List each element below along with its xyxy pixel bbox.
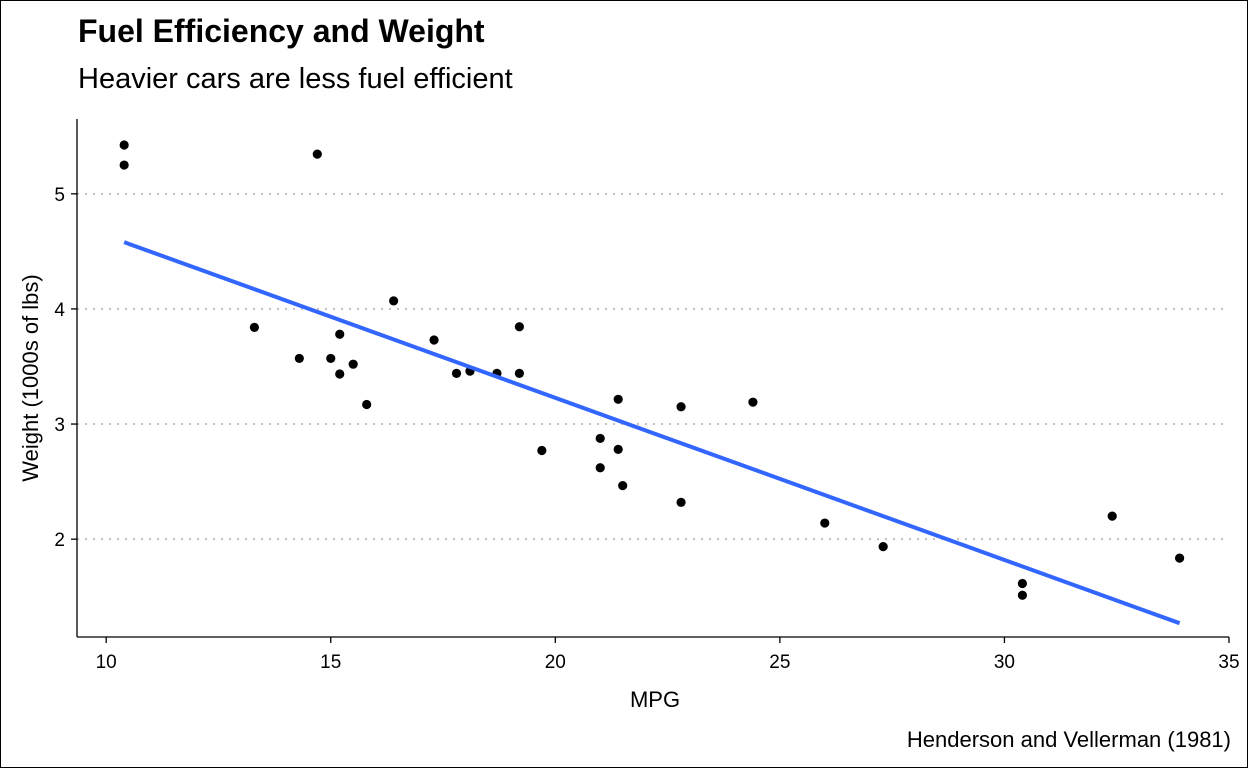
data-point <box>326 353 336 364</box>
data-point <box>335 369 345 379</box>
x-tick-label: 25 <box>769 652 790 673</box>
data-point <box>1107 511 1117 521</box>
y-tick-label: 3 <box>54 415 65 436</box>
data-point <box>1174 553 1185 563</box>
data-point <box>249 322 260 332</box>
data-point <box>1017 578 1028 589</box>
x-axis-ticks: 10 15 20 25 30 35 <box>96 637 1240 673</box>
chart-subtitle: Heavier cars are less fuel efficient <box>78 63 513 95</box>
x-axis-label: MPG <box>630 687 680 712</box>
data-point <box>389 296 399 306</box>
data-point <box>451 368 462 378</box>
data-point <box>613 394 623 404</box>
data-point <box>348 359 358 369</box>
data-point <box>514 368 524 378</box>
x-tick-label: 35 <box>1218 652 1239 673</box>
chart-caption: Henderson and Vellerman (1981) <box>906 727 1231 752</box>
chart-title: Fuel Efficiency and Weight <box>78 13 485 49</box>
x-tick-label: 20 <box>545 652 566 673</box>
data-point <box>878 542 888 552</box>
data-point <box>537 445 547 456</box>
x-tick-label: 30 <box>994 652 1015 673</box>
x-tick-label: 10 <box>96 652 117 673</box>
y-axis-label: Weight (1000s of lbs) <box>18 274 43 481</box>
y-axis-ticks: 2 3 4 5 <box>54 185 77 551</box>
data-point <box>1017 590 1028 600</box>
data-point <box>429 335 439 345</box>
data-point <box>748 397 758 407</box>
data-point <box>294 353 304 364</box>
data-points <box>119 140 1185 600</box>
y-tick-label: 5 <box>54 185 65 206</box>
y-tick-label: 4 <box>54 300 65 321</box>
data-point <box>119 160 129 170</box>
data-point <box>595 433 605 444</box>
data-point <box>618 481 628 491</box>
data-point <box>335 329 345 339</box>
trend-line <box>123 240 1181 626</box>
x-tick-label: 15 <box>320 652 341 673</box>
data-point <box>595 463 605 473</box>
data-point <box>820 518 830 528</box>
data-point <box>119 140 129 150</box>
data-point <box>676 497 686 507</box>
data-point <box>676 402 686 412</box>
y-tick-label: 2 <box>54 530 65 551</box>
data-point <box>514 322 524 332</box>
data-point <box>312 149 322 159</box>
data-point <box>362 399 372 410</box>
gridlines <box>77 192 1229 541</box>
data-point <box>613 444 623 454</box>
